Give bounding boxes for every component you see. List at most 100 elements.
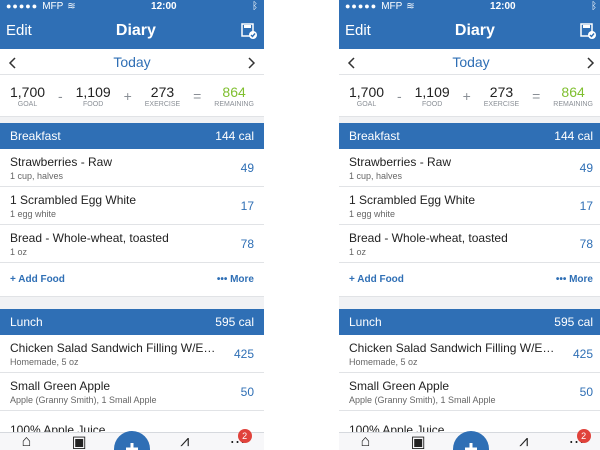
food-calories: 425: [572, 346, 593, 361]
tab-bar: ⌂ ▣ ⩘ ⋯ 2: [0, 429, 264, 450]
date-label[interactable]: Today: [452, 53, 490, 70]
food-label: FOOD: [83, 100, 104, 108]
diary-icon[interactable]: ▣: [71, 434, 87, 450]
breakfast-calories: 144 cal: [215, 129, 254, 143]
tab-bar: ⌂ ▣ ⩘ ⋯ 2: [339, 429, 600, 450]
more-icon[interactable]: ⋯ 2: [230, 429, 252, 450]
breakfast-calories: 144 cal: [554, 129, 593, 143]
food-calories: 78: [579, 236, 593, 251]
food-serving: 1 egg white: [10, 208, 57, 219]
goal-label: GOAL: [356, 100, 377, 108]
chevron-right-icon[interactable]: [246, 56, 256, 69]
home-icon[interactable]: ⌂: [360, 433, 371, 450]
minus-operator: -: [397, 87, 402, 104]
goal-value: 1,700: [10, 83, 46, 100]
food-name: 1 Scrambled Egg White: [349, 192, 476, 207]
food-row[interactable]: Small Green Apple Apple (Granny Smith), …: [0, 373, 264, 411]
lunch-calories: 595 cal: [554, 315, 593, 329]
goal-item: 1,700 GOAL: [10, 84, 45, 108]
lunch-header: Lunch 595 cal: [339, 309, 600, 335]
minus-operator: -: [58, 87, 63, 104]
food-name: Chicken Salad Sandwich Filling W/E…: [349, 340, 555, 355]
food-calories: 425: [233, 346, 254, 361]
food-name: Bread - Whole-wheat, toasted: [10, 230, 169, 245]
home-icon[interactable]: ⌂: [21, 433, 32, 450]
diary-icon[interactable]: ▣: [410, 434, 426, 450]
lunch-calories: 595 cal: [215, 315, 254, 329]
exercise-value: 273: [150, 83, 175, 100]
food-row[interactable]: 1 Scrambled Egg White 1 egg white 17: [339, 187, 600, 225]
remaining-label: REMAINING: [553, 100, 593, 108]
carrier: MFP: [42, 0, 64, 12]
food-name: Strawberries - Raw: [349, 154, 452, 169]
add-food-button[interactable]: + Add Food: [10, 274, 65, 285]
chevron-right-icon[interactable]: [585, 56, 595, 69]
lunch-title: Lunch: [10, 315, 43, 329]
chevron-left-icon[interactable]: [347, 56, 357, 69]
food-name: Chicken Salad Sandwich Filling W/E…: [10, 340, 216, 355]
food-calories: 49: [579, 160, 593, 175]
goal-label: GOAL: [17, 100, 38, 108]
edit-button[interactable]: Edit: [6, 22, 32, 39]
food-calories: 50: [579, 384, 593, 399]
food-row[interactable]: Strawberries - Raw 1 cup, halves 49: [339, 149, 600, 187]
breakfast-title: Breakfast: [349, 129, 400, 143]
more-button[interactable]: ••• More: [555, 274, 593, 285]
date-selector: Today: [0, 49, 264, 75]
signal-dots-icon: ●●●●●: [6, 1, 39, 11]
plus-icon[interactable]: [452, 431, 489, 450]
food-name: Bread - Whole-wheat, toasted: [349, 230, 508, 245]
exercise-label: EXERCISE: [483, 100, 520, 108]
food-row[interactable]: Bread - Whole-wheat, toasted 1 oz 78: [0, 225, 264, 263]
food-calories: 78: [240, 236, 254, 251]
phone-right: ●●●●● MFP ≋ 12:00 ᛒ Edit Diary Today 1,7: [339, 0, 600, 450]
status-bar: ●●●●● MFP ≋ 12:00 ᛒ: [0, 0, 264, 12]
food-serving: Homemade, 5 oz: [349, 356, 418, 367]
food-row[interactable]: Chicken Salad Sandwich Filling W/E… Home…: [0, 335, 264, 373]
equals-operator: =: [532, 87, 541, 104]
exercise-label: EXERCISE: [144, 100, 181, 108]
plus-button[interactable]: [113, 431, 150, 450]
plus-operator: +: [462, 87, 471, 104]
food-row[interactable]: Chicken Salad Sandwich Filling W/E… Home…: [339, 335, 600, 373]
food-serving: 1 oz: [10, 246, 28, 257]
food-value: 1,109: [75, 83, 111, 100]
remaining-item: 864 REMAINING: [214, 84, 254, 108]
progress-icon[interactable]: ⩘: [180, 433, 190, 450]
food-row[interactable]: Bread - Whole-wheat, toasted 1 oz 78: [339, 225, 600, 263]
goal-item: 1,700 GOAL: [349, 84, 384, 108]
more-button[interactable]: ••• More: [216, 274, 254, 285]
food-item: 1,109 FOOD: [76, 84, 111, 108]
food-row[interactable]: 1 Scrambled Egg White 1 egg white 17: [0, 187, 264, 225]
notification-badge: 2: [237, 429, 252, 443]
lunch-header: Lunch 595 cal: [0, 309, 264, 335]
exercise-item: 273 EXERCISE: [484, 84, 519, 108]
food-serving: 1 cup, halves: [10, 170, 64, 181]
edit-button[interactable]: Edit: [345, 22, 371, 39]
breakfast-actions: + Add Food ••• More: [0, 263, 264, 297]
chevron-left-icon[interactable]: [8, 56, 18, 69]
bluetooth-icon: ᛒ: [590, 0, 597, 12]
more-icon[interactable]: ⋯ 2: [569, 429, 591, 450]
save-check-icon[interactable]: [240, 22, 258, 40]
food-row[interactable]: Small Green Apple Apple (Granny Smith), …: [339, 373, 600, 411]
carrier: MFP: [381, 0, 403, 12]
add-food-button[interactable]: + Add Food: [349, 274, 404, 285]
plus-button[interactable]: [452, 431, 489, 450]
remaining-label: REMAINING: [214, 100, 254, 108]
phone-left: ●●●●● MFP ≋ 12:00 ᛒ Edit Diary Today 1,7: [0, 0, 264, 450]
save-check-icon[interactable]: [579, 22, 597, 40]
food-name: Small Green Apple: [349, 378, 450, 393]
wifi-icon: ≋: [406, 0, 415, 12]
exercise-value: 273: [489, 83, 514, 100]
food-calories: 49: [240, 160, 254, 175]
food-row[interactable]: Strawberries - Raw 1 cup, halves 49: [0, 149, 264, 187]
progress-icon[interactable]: ⩘: [519, 433, 529, 450]
signal-dots-icon: ●●●●●: [345, 1, 378, 11]
food-value: 1,109: [414, 83, 450, 100]
remaining-value: 864: [222, 83, 246, 100]
equals-operator: =: [193, 87, 202, 104]
plus-icon[interactable]: [113, 431, 150, 450]
nav-bar: Edit Diary: [0, 12, 264, 49]
date-label[interactable]: Today: [113, 53, 151, 70]
